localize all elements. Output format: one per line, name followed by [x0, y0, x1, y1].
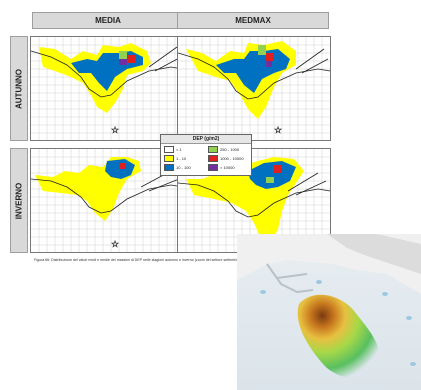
land-relief — [327, 234, 421, 274]
plume-map-graphic — [237, 234, 421, 390]
deposition-red-cell — [274, 165, 282, 173]
deposition-purple-cell — [266, 61, 272, 67]
map-inverno-media: ☆ — [30, 148, 184, 253]
map-autunno-media: ☆ — [30, 36, 184, 141]
deposition-red-cell — [266, 53, 274, 61]
legend-item: 1000 - 10000 — [208, 155, 248, 162]
coastline — [31, 50, 183, 98]
pier — [287, 172, 327, 196]
deposition-green-cell — [266, 177, 274, 183]
plume-satellite-image — [237, 234, 421, 390]
legend-item: < 1 — [164, 146, 204, 153]
buoy-marker — [382, 292, 388, 296]
deposition-red-cell — [127, 55, 135, 63]
deposition-grid-map: ☆ — [31, 37, 183, 140]
buoy-marker — [316, 280, 322, 284]
deposition-purple-cell — [119, 59, 127, 65]
star-marker-icon: ☆ — [111, 125, 119, 135]
deposition-grid-map: ☆ — [178, 149, 330, 252]
row-header-inverno: INVERNO — [10, 148, 28, 253]
buoy-marker — [260, 290, 266, 294]
deposition-green-cell — [258, 45, 266, 55]
pier — [148, 46, 182, 72]
legend-item: > 10000 — [208, 164, 248, 171]
figure-caption: Figura 66: Distribuzione dei valori medi… — [34, 258, 247, 262]
deposition-blue-area — [248, 161, 296, 189]
deposition-grid-map: ☆ — [31, 149, 183, 252]
coastline — [178, 52, 330, 100]
buoy-marker — [406, 316, 412, 320]
buoy-marker — [410, 362, 416, 366]
legend-title: DEP (g/m2) — [161, 135, 251, 144]
column-header-medmax: MEDMAX — [177, 12, 329, 29]
map-autunno-medmax: ☆ — [177, 36, 331, 141]
deposition-grid-map: ☆ — [178, 37, 330, 140]
legend-item: 10 - 100 — [164, 164, 204, 171]
deposition-green-cell — [119, 51, 127, 59]
column-header-media: MEDIA — [32, 12, 184, 29]
legend: DEP (g/m2) < 1 250 - 1000 1 - 10 1000 - … — [160, 134, 252, 176]
star-marker-icon: ☆ — [111, 239, 119, 249]
pier — [295, 48, 329, 74]
deposition-red-cell — [119, 163, 125, 169]
legend-item: 250 - 1000 — [208, 146, 248, 153]
legend-item: 1 - 10 — [164, 155, 204, 162]
row-header-autunno: AUTUNNO — [10, 36, 28, 141]
harbor-structure — [266, 263, 314, 294]
pollution-plume — [297, 294, 380, 379]
star-marker-icon: ☆ — [274, 125, 282, 135]
